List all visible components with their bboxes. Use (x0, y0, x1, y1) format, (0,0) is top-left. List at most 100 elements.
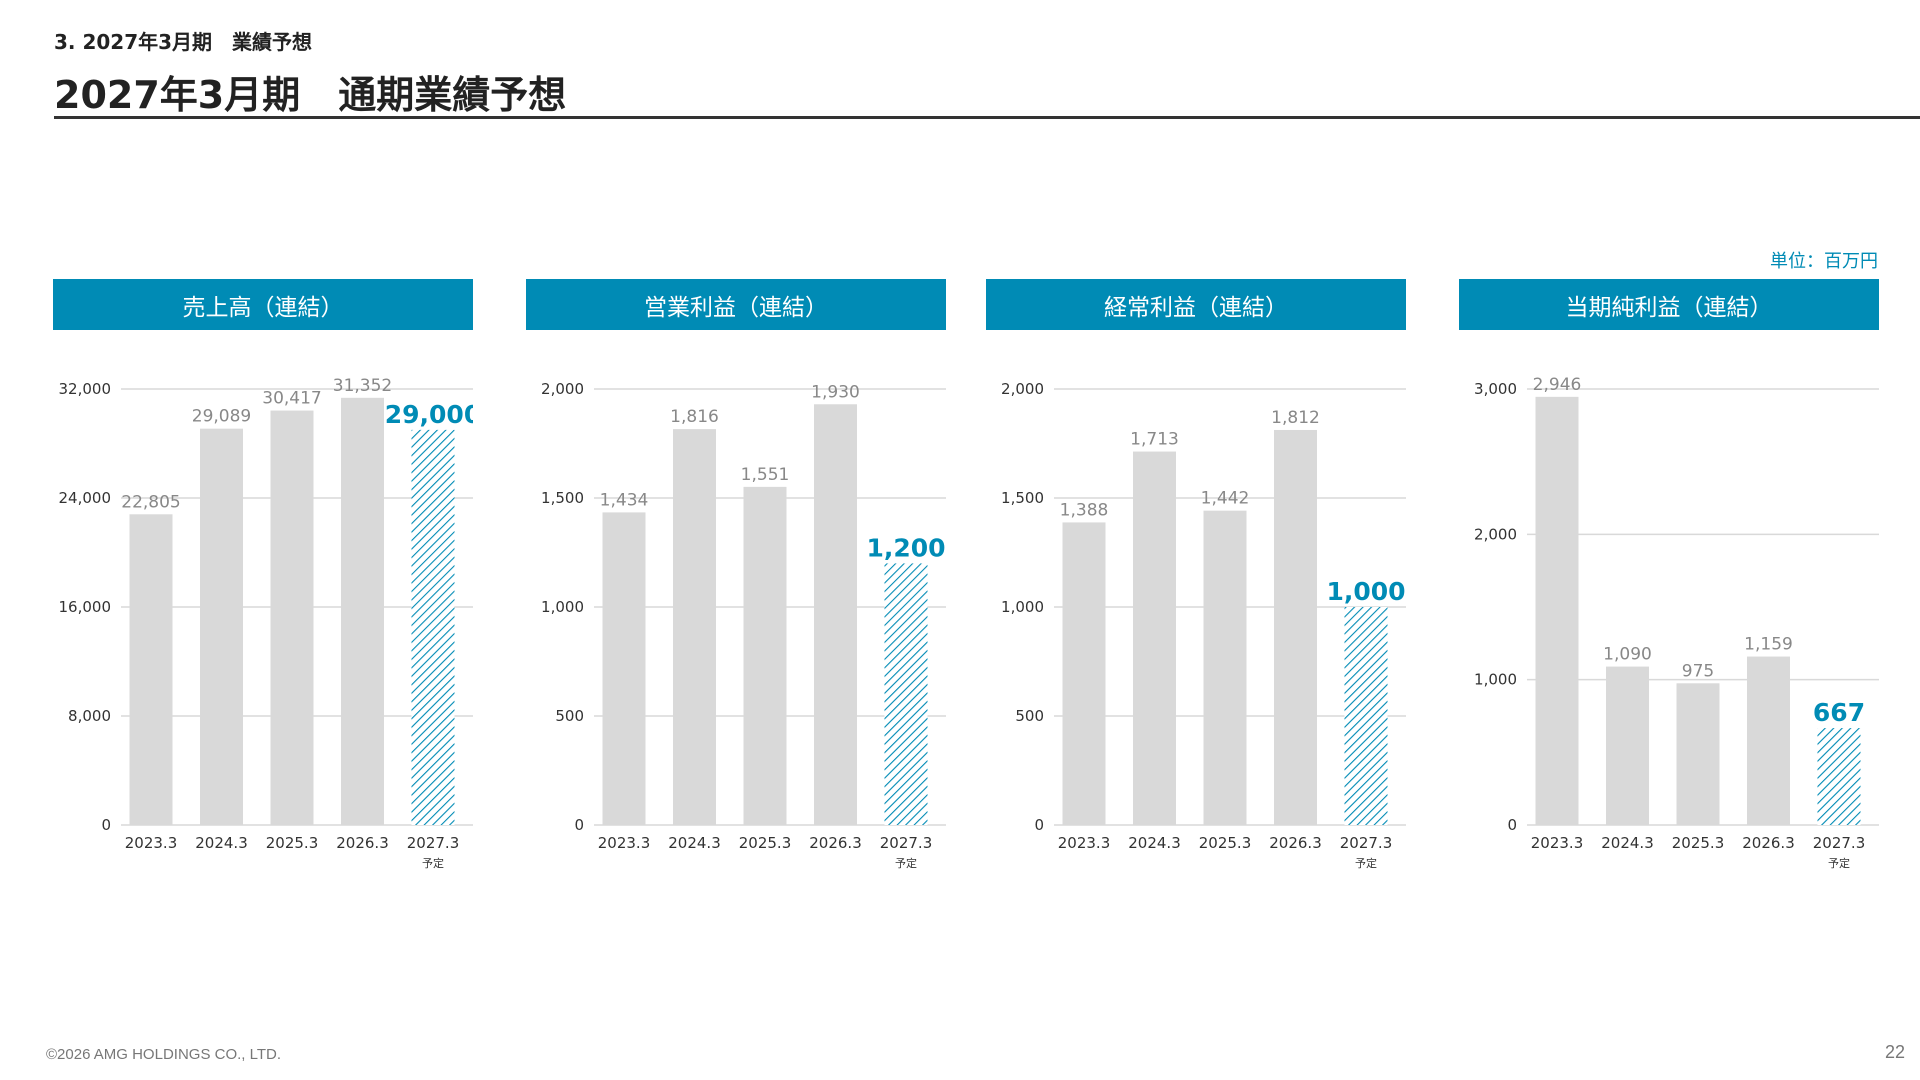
chart-panel-net-income: 0 1,000 2,000 3,000 2,946 2023.3 1,090 2024.3 97… (1459, 279, 1879, 879)
value-label: 1,442 (1201, 489, 1250, 509)
value-label: 1,159 (1744, 635, 1793, 655)
y-tick-label: 0 (574, 816, 584, 834)
forecast-bar (1344, 607, 1388, 825)
y-tick-label: 0 (101, 816, 111, 834)
forecast-bar (411, 429, 455, 825)
x-tick-label: 2025.3 (739, 834, 792, 852)
forecast-bar (884, 563, 928, 825)
bar (129, 514, 173, 825)
bar (1676, 683, 1720, 825)
value-label: 1,434 (600, 490, 649, 510)
x-tick-label: 2025.3 (1672, 834, 1725, 852)
footer-copyright: ©2026 AMG HOLDINGS CO., LTD. (46, 1046, 282, 1063)
bar (673, 429, 716, 825)
y-tick-label: 1,000 (1001, 598, 1044, 616)
y-tick-label: 1,500 (1001, 489, 1044, 507)
value-label: 1,713 (1130, 430, 1179, 450)
page-title: 2027年3月期 通期業績予想 (54, 73, 567, 117)
x-tick-label: 2026.3 (1742, 834, 1795, 852)
title-divider (54, 116, 1920, 119)
y-tick-label: 500 (555, 707, 584, 725)
chart-panel-operating-income: 0 500 1,000 1,500 2,000 1,434 2023.3 1,816 2024.… (526, 279, 946, 879)
x-tick-label: 2027.3 (1813, 834, 1866, 852)
y-tick-label: 24,000 (59, 489, 112, 507)
section-label: 3. 2027年3月期 業績予想 (54, 30, 313, 54)
y-tick-label: 2,000 (1474, 525, 1517, 543)
x-tick-label: 2027.3 (880, 834, 933, 852)
chart-title-ordinary-income: 経常利益（連結） (986, 279, 1406, 330)
bar (1133, 451, 1176, 825)
x-tick-label: 2025.3 (1199, 834, 1252, 852)
forecast-value-label: 667 (1813, 698, 1865, 727)
y-tick-label: 0 (1034, 816, 1044, 834)
x-tick-label: 2023.3 (125, 834, 178, 852)
x-tick-label: 2026.3 (809, 834, 862, 852)
bar (341, 397, 384, 825)
value-label: 2,946 (1533, 375, 1582, 395)
unit-label: 単位：百万円 (1770, 251, 1878, 272)
bar (1062, 522, 1106, 825)
y-tick-label: 3,000 (1474, 380, 1517, 398)
value-label: 31,352 (333, 376, 392, 396)
bar (602, 512, 646, 825)
x-tick-label: 2027.3 (1340, 834, 1393, 852)
x-tick-label: 2024.3 (1601, 834, 1654, 852)
bar (1606, 666, 1649, 825)
forecast-value-label: 1,000 (1326, 577, 1405, 606)
forecast-note: 予定 (1828, 856, 1850, 870)
bar (270, 410, 314, 825)
x-tick-label: 2027.3 (407, 834, 460, 852)
bar (743, 486, 787, 825)
x-tick-label: 2024.3 (195, 834, 248, 852)
value-label: 1,816 (670, 407, 719, 427)
bar (814, 404, 857, 825)
x-tick-label: 2025.3 (266, 834, 319, 852)
value-label: 30,417 (262, 389, 321, 409)
value-label: 975 (1682, 661, 1714, 681)
chart-panel-ordinary-income: 0 500 1,000 1,500 2,000 1,388 2023.3 1,713 2024.… (986, 279, 1406, 879)
x-tick-label: 2023.3 (1531, 834, 1584, 852)
forecast-value-label: 29,000 (385, 400, 473, 429)
value-label: 1,090 (1603, 645, 1652, 665)
bar (1535, 396, 1579, 825)
chart-panel-sales: 0 8,000 16,000 24,000 32,000 22,805 2023.3 29,0… (53, 279, 473, 879)
chart-title-net-income: 当期純利益（連結） (1459, 279, 1879, 330)
y-tick-label: 2,000 (1001, 380, 1044, 398)
bar (1274, 429, 1317, 825)
value-label: 22,805 (121, 492, 180, 512)
bar (200, 428, 243, 825)
page-number: 22 (1884, 1042, 1905, 1062)
forecast-value-label: 1,200 (866, 533, 945, 562)
forecast-note: 予定 (1355, 856, 1377, 870)
y-tick-label: 8,000 (68, 707, 111, 725)
x-tick-label: 2024.3 (668, 834, 721, 852)
forecast-note: 予定 (422, 856, 444, 870)
chart-ordinary-income: 0 500 1,000 1,500 2,000 1,388 2023.3 1,713 2024.… (1001, 380, 1406, 870)
value-label: 1,551 (741, 465, 790, 485)
x-tick-label: 2023.3 (1058, 834, 1111, 852)
y-tick-label: 1,000 (1474, 671, 1517, 689)
chart-operating-income: 0 500 1,000 1,500 2,000 1,434 2023.3 1,816 2024.… (541, 380, 946, 870)
y-tick-label: 32,000 (59, 380, 112, 398)
x-tick-label: 2023.3 (598, 834, 651, 852)
y-tick-label: 2,000 (541, 380, 584, 398)
bar (1203, 510, 1247, 825)
bar (1747, 656, 1790, 825)
y-tick-label: 1,000 (541, 598, 584, 616)
chart-title-operating-income: 営業利益（連結） (526, 279, 946, 330)
chart-net-income: 0 1,000 2,000 3,000 2,946 2023.3 1,090 2024.3 97… (1474, 375, 1879, 870)
chart-title-sales: 売上高（連結） (53, 279, 473, 330)
forecast-note: 予定 (895, 856, 917, 870)
value-label: 1,930 (811, 382, 860, 402)
forecast-bar (1817, 728, 1861, 825)
y-tick-label: 0 (1507, 816, 1517, 834)
chart-sales: 0 8,000 16,000 24,000 32,000 22,805 2023.3 29,0… (59, 376, 473, 870)
value-label: 1,812 (1271, 408, 1320, 428)
x-tick-label: 2024.3 (1128, 834, 1181, 852)
y-tick-label: 16,000 (59, 598, 112, 616)
x-tick-label: 2026.3 (336, 834, 389, 852)
value-label: 1,388 (1060, 500, 1109, 520)
value-label: 29,089 (192, 407, 251, 427)
x-tick-label: 2026.3 (1269, 834, 1322, 852)
y-tick-label: 500 (1015, 707, 1044, 725)
